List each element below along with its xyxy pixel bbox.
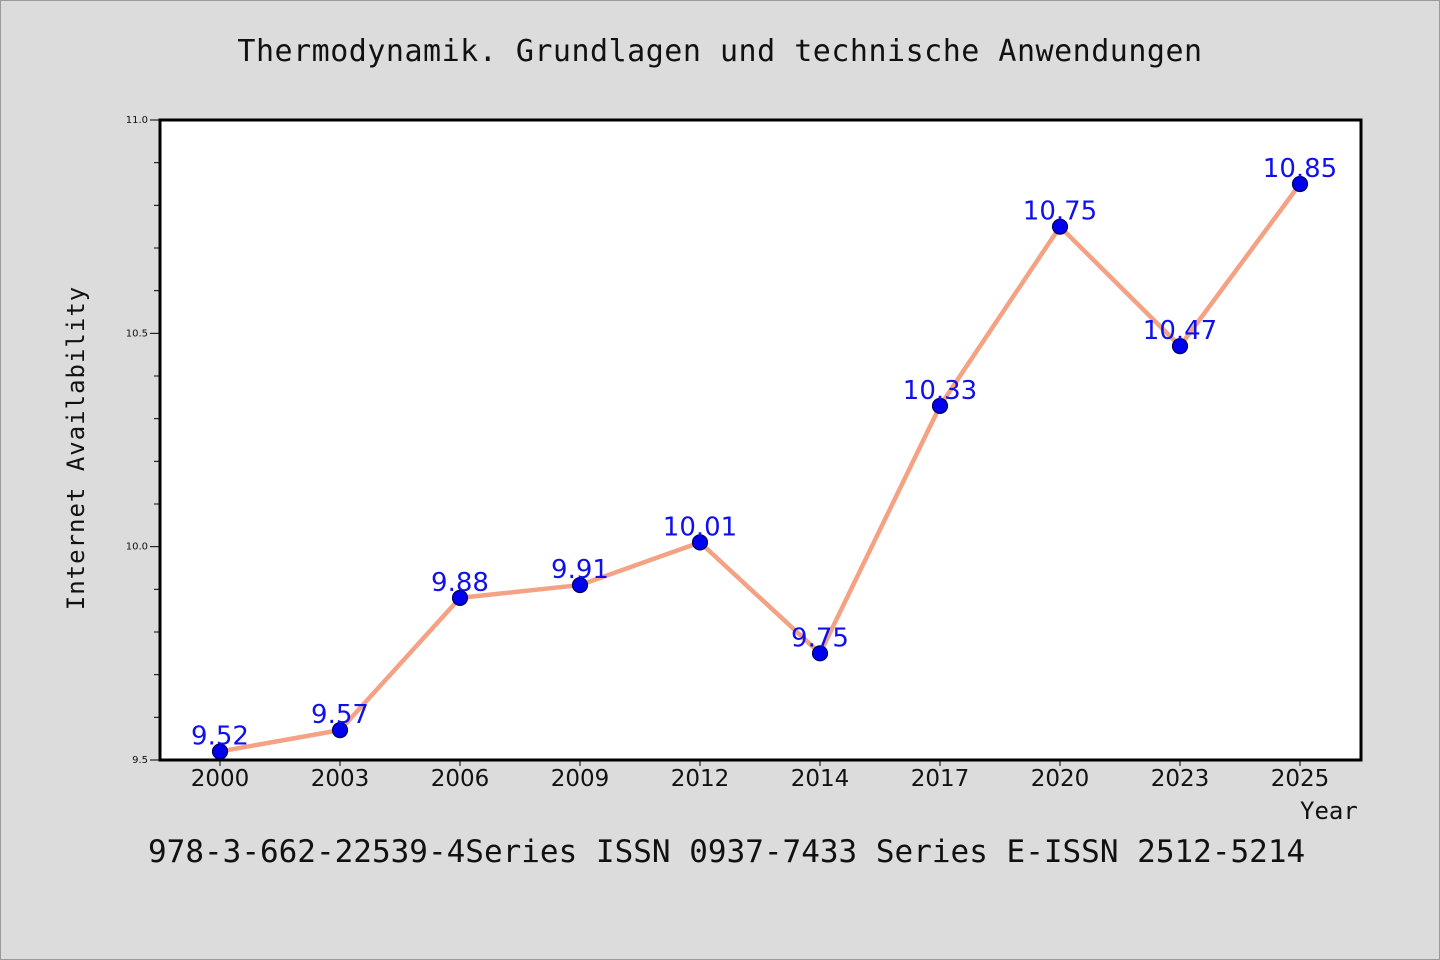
y-tick-label: 10.5 bbox=[126, 328, 148, 339]
data-label: 10.33 bbox=[903, 376, 977, 406]
y-tick-label: 10.0 bbox=[126, 542, 148, 553]
x-tick-label: 2020 bbox=[1031, 766, 1090, 792]
x-tick-label: 2025 bbox=[1271, 766, 1330, 792]
x-tick-label: 2017 bbox=[911, 766, 970, 792]
data-point bbox=[211, 743, 229, 760]
x-tick-label: 2003 bbox=[311, 766, 370, 792]
data-label: 9.75 bbox=[791, 623, 849, 653]
data-point bbox=[931, 397, 949, 414]
x-tick-label: 2014 bbox=[791, 766, 850, 792]
data-label: 9.57 bbox=[311, 700, 369, 730]
data-label: 10.75 bbox=[1023, 197, 1097, 227]
data-point bbox=[451, 589, 469, 606]
y-tick-label: 9.5 bbox=[132, 755, 148, 766]
data-point bbox=[811, 645, 829, 662]
data-label: 9.91 bbox=[551, 555, 609, 585]
data-point bbox=[1291, 175, 1309, 193]
x-tick-label: 2006 bbox=[431, 766, 490, 792]
data-label: 9.52 bbox=[191, 721, 249, 751]
data-point bbox=[691, 534, 709, 551]
y-tick-label: 11.0 bbox=[126, 115, 148, 126]
x-tick-label: 2000 bbox=[191, 766, 250, 792]
x-tick-label: 2023 bbox=[1151, 766, 1210, 792]
data-label: 10.47 bbox=[1143, 316, 1217, 346]
data-label: 9.88 bbox=[431, 568, 489, 598]
x-axis-label: Year bbox=[1300, 797, 1358, 825]
plot-area bbox=[158, 118, 1363, 762]
data-point bbox=[331, 722, 349, 739]
data-label: 10.01 bbox=[663, 512, 737, 542]
x-tick-label: 2012 bbox=[671, 766, 730, 792]
data-label: 10.85 bbox=[1263, 154, 1337, 184]
data-point bbox=[1051, 218, 1069, 235]
data-point bbox=[571, 576, 589, 594]
series-line bbox=[217, 181, 1303, 754]
footer-text: 978-3-662-22539-4Series ISSN 0937-7433 S… bbox=[148, 834, 1306, 870]
x-tick-label: 2009 bbox=[551, 766, 610, 792]
chart-title: Thermodynamik. Grundlagen und technische… bbox=[237, 34, 1203, 69]
data-point bbox=[1171, 338, 1189, 355]
